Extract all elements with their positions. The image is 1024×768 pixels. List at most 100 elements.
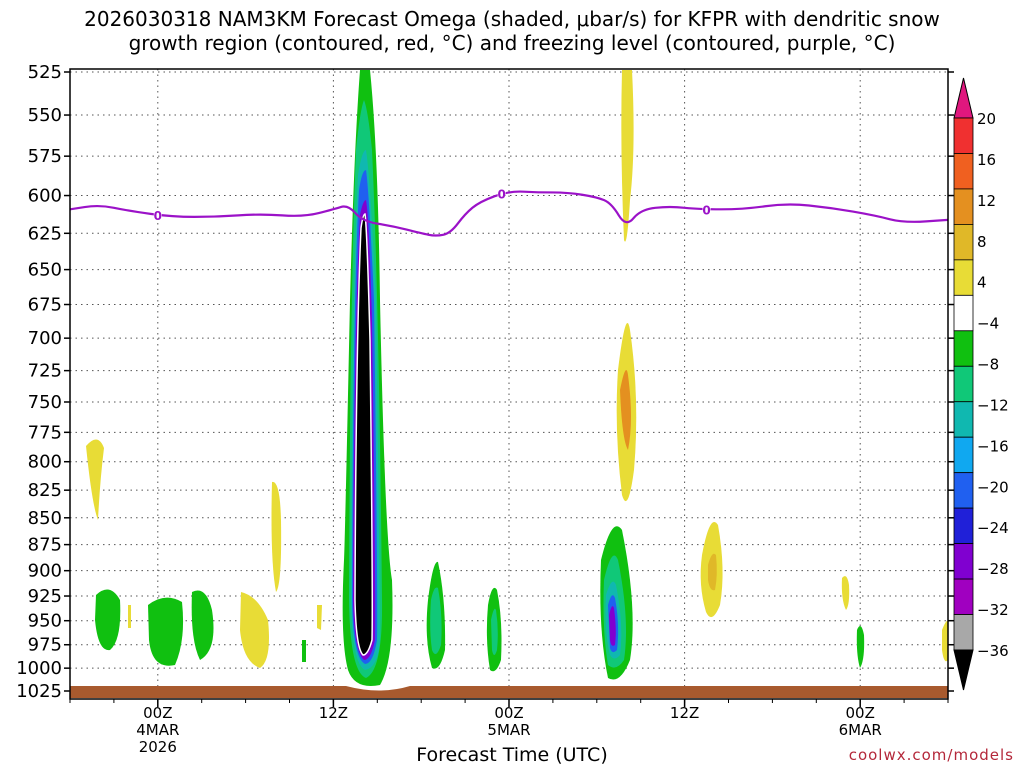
y-tick-label: 850 xyxy=(28,508,62,529)
y-tick-label: 875 xyxy=(28,535,62,556)
y-tick-label: 825 xyxy=(28,480,62,501)
y-tick-label: 975 xyxy=(28,635,62,656)
freezing-level-label: 0 xyxy=(498,188,506,202)
omega-main-contour xyxy=(354,213,373,656)
omega-blob-10 xyxy=(430,587,442,654)
omega-blob-12 xyxy=(491,608,498,655)
y-tick-label: 550 xyxy=(28,105,62,126)
omega-shading xyxy=(70,70,948,698)
colorbar-swatch xyxy=(953,614,974,651)
colorbar-swatch xyxy=(953,330,974,367)
chart-title-line1: 2026030318 NAM3KM Forecast Omega (shaded… xyxy=(84,7,940,31)
omega-blob-8 xyxy=(302,640,306,662)
y-tick-label: 925 xyxy=(28,586,62,607)
omega-blob-3 xyxy=(128,605,131,628)
y-tick-label: 775 xyxy=(28,422,62,443)
colorbar-label: −16 xyxy=(977,437,1009,455)
omega-blob-13 xyxy=(621,70,634,242)
colorbar-label: −4 xyxy=(977,315,999,333)
y-tick-label: 1025 xyxy=(16,681,62,702)
colorbar-label: 4 xyxy=(977,274,987,292)
colorbar-swatch xyxy=(953,543,974,580)
chart-title-line2: growth region (contoured, red, °C) and f… xyxy=(128,31,896,55)
freezing-level-label: 0 xyxy=(154,209,162,223)
colorbar-label: −32 xyxy=(977,601,1009,619)
y-tick-label: 600 xyxy=(28,186,62,207)
y-tick-label: 800 xyxy=(28,452,62,473)
omega-blob-24 xyxy=(856,626,865,668)
y-tick-label: 725 xyxy=(28,361,62,382)
x-tick-label: 00Z xyxy=(143,704,172,722)
omega-blob-2 xyxy=(191,590,214,660)
colorbar-swatch xyxy=(953,294,974,332)
colorbar-label: 8 xyxy=(977,233,987,251)
x-tick-label: 00Z xyxy=(494,704,523,722)
y-tick-label: 525 xyxy=(28,62,62,83)
x-axis-label: Forecast Time (UTC) xyxy=(416,744,608,766)
colorbar-label: −24 xyxy=(977,519,1009,537)
omega-blob-5 xyxy=(271,481,282,592)
watermark-text: coolwx.com/models xyxy=(848,746,1014,764)
y-tick-label: 575 xyxy=(28,146,62,167)
omega-blob-1 xyxy=(148,597,184,666)
omega-blob-25 xyxy=(942,621,948,662)
omega-blob-15 xyxy=(620,370,631,450)
colorbar-label: −28 xyxy=(977,560,1009,578)
omega-blob-0 xyxy=(95,589,121,651)
y-tick-label: 675 xyxy=(28,295,62,316)
colorbar-swatch xyxy=(953,223,974,261)
colorbar-label: 12 xyxy=(977,192,996,210)
x-tick-label: 4MAR xyxy=(136,721,179,739)
y-tick-label: 625 xyxy=(28,223,62,244)
omega-blob-4 xyxy=(240,592,269,668)
colorbar-label: 20 xyxy=(977,110,996,128)
omega-blob-22 xyxy=(708,553,717,591)
colorbar-label: −12 xyxy=(977,396,1009,414)
pressure-axis: 525 550 575 600 625 650 675 700 725 750 775 800 825 8… xyxy=(16,62,954,702)
ground-below-surface xyxy=(70,686,948,698)
colorbar-arrow-bottom xyxy=(953,649,974,691)
x-tick-label: 2026 xyxy=(139,738,177,756)
freezing-label-bg xyxy=(702,203,711,216)
y-tick-label: 650 xyxy=(28,260,62,281)
omega-blob-6 xyxy=(86,439,104,520)
x-tick-label: 00Z xyxy=(846,704,875,722)
colorbar: 20 16 12 8 4 −4 −8 −12 −16 −20 −24 −28 −32 −36 xyxy=(953,77,1009,691)
freezing-level-line xyxy=(70,190,948,237)
x-tick-label: 5MAR xyxy=(487,721,530,739)
colorbar-swatch xyxy=(953,365,974,403)
colorbar-swatch xyxy=(953,578,974,615)
omega-blob-20 xyxy=(609,606,616,646)
colorbar-label: −36 xyxy=(977,642,1009,660)
omega-blob-23 xyxy=(841,576,850,610)
colorbar-label: −20 xyxy=(977,478,1009,496)
omega-main-black xyxy=(355,214,373,655)
omega-blob-7 xyxy=(317,605,322,630)
colorbar-swatch xyxy=(953,259,974,296)
x-tick-label: 6MAR xyxy=(839,721,882,739)
freezing-label-bg xyxy=(497,187,506,200)
y-tick-label: 950 xyxy=(28,611,62,632)
x-tick-label: 12Z xyxy=(670,704,699,722)
y-tick-label: 900 xyxy=(28,561,62,582)
y-tick-label: 750 xyxy=(28,392,62,413)
freezing-label-bg xyxy=(153,208,162,221)
freezing-level-label: 0 xyxy=(702,203,710,217)
colorbar-swatch xyxy=(953,472,974,509)
colorbar-swatch xyxy=(953,507,974,544)
freezing-level-layer: 0 0 0 xyxy=(70,187,948,237)
x-tick-label: 12Z xyxy=(319,704,348,722)
colorbar-swatch xyxy=(953,188,974,225)
colorbar-label: −8 xyxy=(977,356,999,374)
ground-notch xyxy=(346,686,410,691)
colorbar-label: 16 xyxy=(977,151,996,169)
colorbar-swatch xyxy=(953,117,974,154)
y-tick-label: 1000 xyxy=(16,658,62,679)
y-tick-label: 700 xyxy=(28,328,62,349)
colorbar-swatch xyxy=(953,436,974,474)
colorbar-swatch xyxy=(953,401,974,438)
colorbar-swatch xyxy=(953,153,974,190)
colorbar-arrow-top xyxy=(953,77,974,119)
